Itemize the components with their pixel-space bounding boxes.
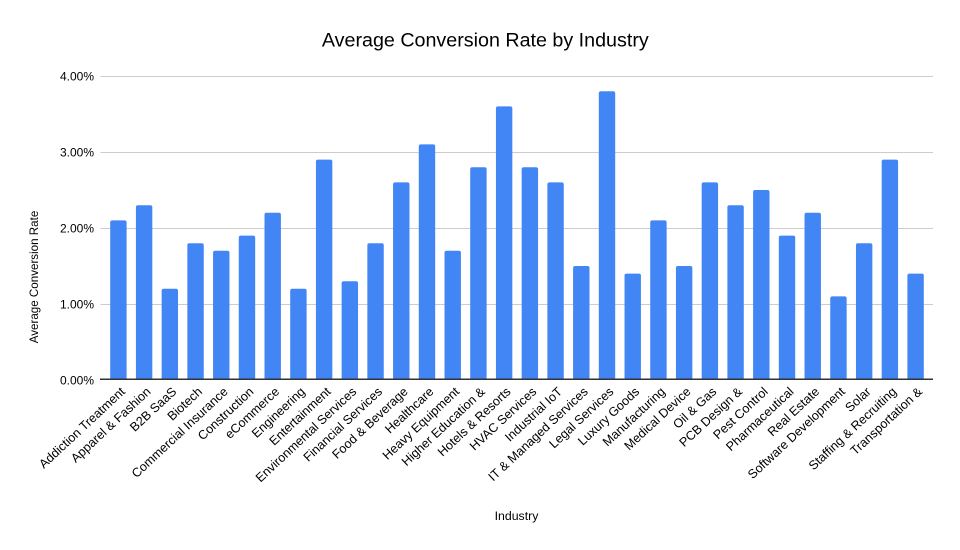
svg-text:Average Conversion Rate: Average Conversion Rate	[28, 211, 41, 344]
svg-text:3.00%: 3.00%	[60, 145, 94, 159]
svg-text:0.00%: 0.00%	[60, 373, 94, 387]
svg-text:1.00%: 1.00%	[60, 297, 94, 311]
svg-text:4.00%: 4.00%	[60, 69, 94, 83]
svg-text:2.00%: 2.00%	[60, 221, 94, 235]
svg-text:Industry: Industry	[495, 509, 540, 523]
svg-text:Average Conversion Rate by Ind: Average Conversion Rate by Industry	[322, 30, 649, 52]
